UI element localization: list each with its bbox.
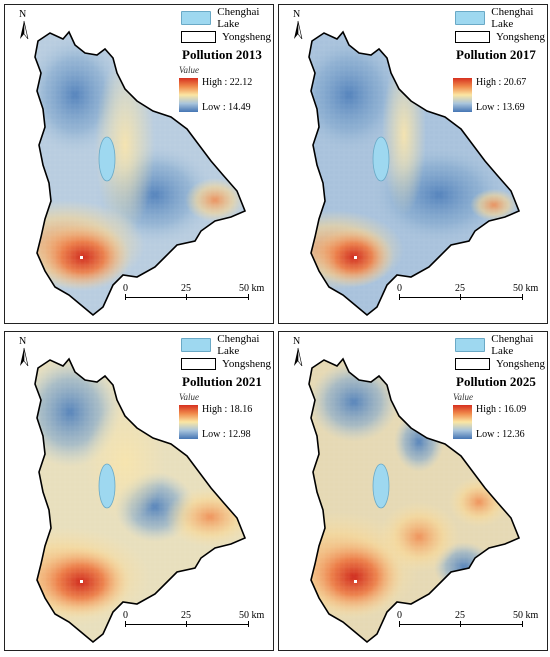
chenghai-lake xyxy=(372,463,390,509)
panel-title: Pollution 2021 xyxy=(182,374,262,389)
county-swatch xyxy=(181,31,216,43)
map-panel-2025: N Chenghai Lake Yongsheng Pollution 2025… xyxy=(278,331,548,651)
value-label: Value xyxy=(453,392,473,402)
legend-county: Yongsheng xyxy=(181,30,271,44)
north-arrow: N xyxy=(287,9,309,43)
color-ramp xyxy=(453,405,472,439)
legend-high: High : 22.12 xyxy=(202,77,253,88)
pollution-map-2017 xyxy=(308,30,521,317)
legend-lake: Chenghai Lake xyxy=(181,333,273,357)
chenghai-lake xyxy=(98,136,116,182)
legend-lake: Chenghai Lake xyxy=(455,333,547,357)
pollution-map-2013 xyxy=(34,30,247,317)
legend-low: Low : 14.49 xyxy=(202,102,251,113)
scale-bar: 0 25 50 km xyxy=(121,283,264,313)
city-point xyxy=(80,580,83,583)
map-panel-2013: N Chenghai Lake Yongsheng Pollution 2013… xyxy=(4,4,274,324)
panel-title: Pollution 2017 xyxy=(456,47,536,62)
pollution-map-2021 xyxy=(34,357,247,644)
yongsheng-boundary xyxy=(308,30,521,317)
legend-low: Low : 12.36 xyxy=(476,429,525,440)
panel-title: Pollution 2013 xyxy=(182,47,262,62)
north-arrow: N xyxy=(287,336,309,370)
county-swatch xyxy=(455,31,490,43)
color-ramp xyxy=(179,405,198,439)
city-point xyxy=(354,256,357,259)
legend-low: Low : 13.69 xyxy=(476,102,525,113)
value-label: Value xyxy=(179,392,199,402)
legend-county: Yongsheng xyxy=(455,30,545,44)
scale-bar: 0 25 50 km xyxy=(395,610,538,640)
legend-high: High : 16.09 xyxy=(476,404,527,415)
scale-bar: 0 25 50 km xyxy=(121,610,264,640)
legend-lake: Chenghai Lake xyxy=(181,6,273,30)
city-point xyxy=(354,580,357,583)
yongsheng-boundary xyxy=(34,357,247,644)
lake-swatch xyxy=(181,338,212,352)
lake-swatch xyxy=(181,11,212,25)
map-panel-2017: N Chenghai Lake Yongsheng Pollution 2017… xyxy=(278,4,548,324)
panel-title: Pollution 2025 xyxy=(456,374,536,389)
north-arrow: N xyxy=(13,9,35,43)
county-swatch xyxy=(455,358,490,370)
legend-county: Yongsheng xyxy=(455,357,545,371)
legend-lake: Chenghai Lake xyxy=(455,6,547,30)
legend-county: Yongsheng xyxy=(181,357,271,371)
map-panel-2021: N Chenghai Lake Yongsheng Pollution 2021… xyxy=(4,331,274,651)
scale-bar: 0 25 50 km xyxy=(395,283,538,313)
yongsheng-boundary xyxy=(34,30,247,317)
chenghai-lake xyxy=(98,463,116,509)
legend-high: High : 18.16 xyxy=(202,404,253,415)
lake-swatch xyxy=(455,11,486,25)
color-ramp xyxy=(453,78,472,112)
lake-swatch xyxy=(455,338,486,352)
city-point xyxy=(80,256,83,259)
value-label: Value xyxy=(179,65,199,75)
legend-high: High : 20.67 xyxy=(476,77,527,88)
chenghai-lake xyxy=(372,136,390,182)
north-arrow: N xyxy=(13,336,35,370)
color-ramp xyxy=(179,78,198,112)
pollution-map-2025 xyxy=(308,357,521,644)
yongsheng-boundary xyxy=(308,357,521,644)
legend-low: Low : 12.98 xyxy=(202,429,251,440)
county-swatch xyxy=(181,358,216,370)
